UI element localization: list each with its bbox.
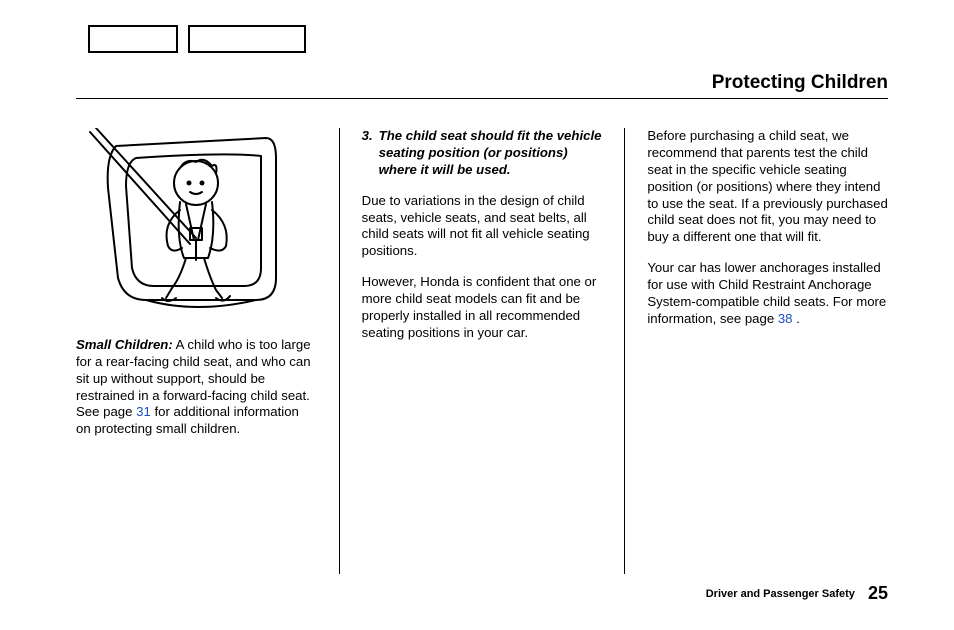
col2-p2: However, Honda is confident that one or … [362,274,603,342]
footer-page-number: 25 [868,583,888,603]
top-nav-boxes [88,25,306,53]
step-3-heading: 3. The child seat should fit the vehicle… [362,128,603,179]
content-columns: Small Children: A child who is too large… [76,128,888,574]
page-link-31[interactable]: 31 [136,404,151,419]
header-rule [76,98,888,99]
child-seat-illustration [76,128,286,318]
column-1: Small Children: A child who is too large… [76,128,317,574]
step-text: The child seat should fit the vehicle se… [379,128,603,179]
column-2: 3. The child seat should fit the vehicle… [339,128,603,574]
nav-box-2[interactable] [188,25,306,53]
col3-p2b: . [793,311,800,326]
col3-p2a: Your car has lower anchorages installed … [647,260,886,326]
col3-p2: Your car has lower anchorages installed … [647,260,888,328]
page-title: Protecting Children [712,72,888,94]
page-footer: Driver and Passenger Safety 25 [706,583,888,604]
nav-box-1[interactable] [88,25,178,53]
footer-section: Driver and Passenger Safety [706,588,855,600]
small-children-caption: Small Children: A child who is too large… [76,337,317,438]
column-3: Before purchasing a child seat, we recom… [624,128,888,574]
caption-lead: Small Children: [76,337,173,352]
col2-p1: Due to variations in the design of child… [362,193,603,261]
col3-p1: Before purchasing a child seat, we recom… [647,128,888,246]
step-number: 3. [362,128,373,179]
page-link-38[interactable]: 38 [778,311,793,326]
